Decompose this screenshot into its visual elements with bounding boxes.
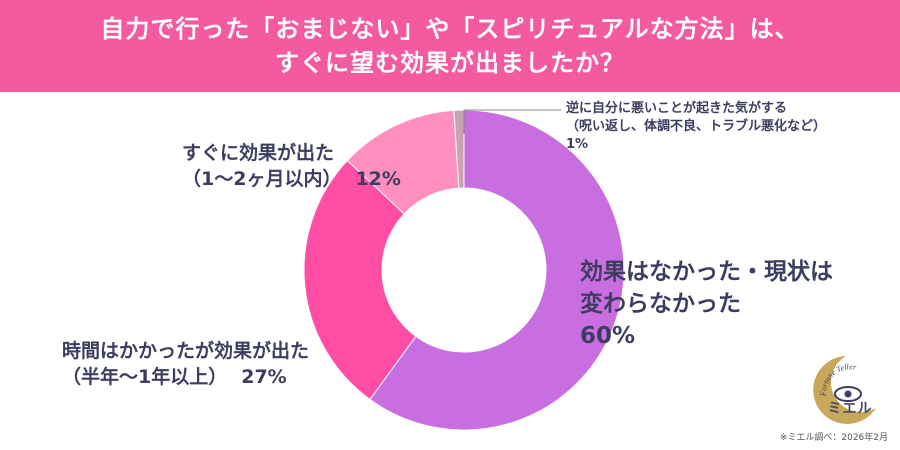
eye-pupil-icon	[844, 390, 852, 398]
logo-name: ミエル	[827, 401, 873, 417]
source-note: ※ミエル調べ：2026年2月	[779, 433, 888, 443]
chart-title-line-1: 自力で行った「おまじない」や「スピリチュアルな方法」は、	[100, 15, 800, 43]
label-backfire-line-1: 逆に自分に悪いことが起きた気がする	[566, 101, 788, 116]
label-delayed-effect-line-1: 時間はかかったが効果が出た	[62, 340, 310, 362]
leader-line	[463, 109, 561, 134]
label-quick-effect-line-1: すぐに効果が出た	[182, 142, 335, 164]
eye-icon	[834, 386, 862, 402]
label-quick-effect-line-2: （1〜2ヶ月以内）	[182, 168, 342, 190]
label-quick-effect: すぐに効果が出た （1〜2ヶ月以内） 12%	[182, 140, 401, 192]
crescent-icon	[813, 356, 876, 424]
slice-no-effect	[369, 109, 625, 431]
label-delayed-effect-value: 27%	[241, 366, 287, 388]
logo-crescent: Fortune Teller	[813, 356, 876, 424]
label-quick-effect-value: 12%	[355, 168, 401, 190]
label-backfire-line-2: （呪い返し、体調不良、トラブル悪化など）	[566, 119, 827, 134]
chart-title-line-2: すぐに望む効果が出ましたか？	[275, 49, 625, 77]
label-no-effect-value: 60%	[580, 323, 636, 349]
label-delayed-effect-line-2: （半年〜1年以上）	[62, 366, 228, 388]
slice-delayed-effect	[303, 159, 417, 401]
title-banner: 自力で行った「おまじない」や「スピリチュアルな方法」は、 すぐに望む効果が出まし…	[0, 0, 900, 92]
slice-backfire	[453, 109, 465, 189]
label-no-effect: 効果はなかった・現状は 変わらなかった 60%	[580, 256, 833, 352]
label-delayed-effect: 時間はかかったが効果が出た （半年〜1年以上） 27%	[62, 338, 309, 390]
label-no-effect-line-1: 効果はなかった・現状は	[580, 259, 833, 285]
label-backfire-value: 1%	[566, 137, 589, 152]
label-no-effect-line-2: 変わらなかった	[580, 291, 741, 317]
label-backfire: 逆に自分に悪いことが起きた気がする （呪い返し、体調不良、トラブル悪化など） 1…	[566, 100, 826, 154]
